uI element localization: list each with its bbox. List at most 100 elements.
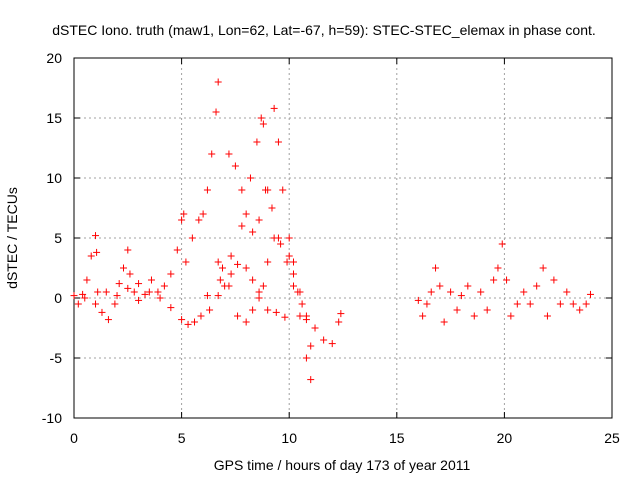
data-point (283, 258, 291, 266)
data-point (188, 234, 196, 242)
data-point (483, 306, 491, 314)
data-point (87, 252, 95, 260)
data-point (214, 258, 222, 266)
data-point (470, 312, 478, 320)
data-point (533, 282, 541, 290)
data-point (582, 300, 590, 308)
data-point (432, 264, 440, 272)
data-point (296, 288, 304, 296)
data-point (264, 306, 272, 314)
data-point (569, 300, 577, 308)
data-point (328, 340, 336, 348)
data-point (195, 216, 203, 224)
data-point (264, 186, 272, 194)
data-point (436, 282, 444, 290)
data-point (180, 210, 188, 218)
data-point (307, 376, 315, 384)
data-point (246, 174, 254, 182)
data-point (191, 318, 199, 326)
data-point (423, 300, 431, 308)
data-point (419, 312, 427, 320)
data-point (550, 276, 558, 284)
data-point (274, 138, 282, 146)
data-point (507, 312, 515, 320)
data-point (167, 270, 175, 278)
data-point (141, 290, 149, 298)
data-point (167, 304, 175, 312)
data-point (212, 108, 220, 116)
data-point (498, 240, 506, 248)
data-point (279, 186, 287, 194)
data-point (156, 294, 164, 302)
axis-ticks: 0 5 10 15 20 25 -10 -5 0 5 10 15 20 (42, 50, 620, 446)
data-point (92, 300, 100, 308)
data-point (234, 312, 242, 320)
data-point (126, 270, 134, 278)
data-point (242, 318, 250, 326)
x-axis-label: GPS time / hours of day 173 of year 2011 (214, 457, 471, 473)
data-point (94, 288, 102, 296)
data-point (234, 260, 242, 268)
data-point (253, 138, 261, 146)
y-tick-label: -5 (50, 350, 63, 366)
data-point (307, 342, 315, 350)
data-point (563, 288, 571, 296)
x-tick-label: 15 (389, 430, 405, 446)
data-point (173, 246, 181, 254)
data-point (320, 336, 328, 344)
data-point (285, 234, 293, 242)
data-point (264, 258, 272, 266)
data-point (513, 300, 521, 308)
data-point (227, 270, 235, 278)
data-point (427, 288, 435, 296)
data-point (274, 234, 282, 242)
data-point (255, 288, 263, 296)
data-point (503, 276, 511, 284)
data-point (270, 104, 278, 112)
data-point (249, 228, 257, 236)
data-point (285, 252, 293, 260)
data-point (277, 240, 285, 248)
data-point (238, 222, 246, 230)
data-point (543, 312, 551, 320)
data-point (147, 276, 155, 284)
data-point (203, 292, 211, 300)
y-tick-label: 10 (46, 170, 62, 186)
data-point (238, 186, 246, 194)
data-point (135, 280, 143, 288)
data-point (115, 280, 123, 288)
y-tick-label: 5 (54, 230, 62, 246)
data-point (281, 313, 289, 321)
data-point (494, 264, 502, 272)
data-point (218, 264, 226, 272)
data-points (70, 78, 594, 384)
data-point (104, 316, 112, 324)
data-point (556, 300, 564, 308)
data-point (242, 264, 250, 272)
data-point (272, 308, 280, 316)
y-tick-label: 15 (46, 110, 62, 126)
grid (74, 58, 612, 418)
data-point (119, 264, 127, 272)
x-tick-label: 20 (497, 430, 513, 446)
data-point (290, 282, 298, 290)
data-point (259, 120, 267, 128)
data-point (440, 318, 448, 326)
data-point (302, 312, 310, 320)
data-point (208, 150, 216, 158)
data-point (216, 276, 224, 284)
data-point (124, 284, 132, 292)
data-point (335, 318, 343, 326)
data-point (464, 282, 472, 290)
data-point (199, 210, 207, 218)
data-point (490, 276, 498, 284)
data-point (154, 288, 162, 296)
data-point (453, 306, 461, 314)
data-point (184, 320, 192, 328)
data-point (414, 296, 422, 304)
data-point (225, 150, 233, 158)
data-point (268, 204, 276, 212)
data-point (255, 294, 263, 302)
data-point (214, 78, 222, 86)
data-point (231, 162, 239, 170)
